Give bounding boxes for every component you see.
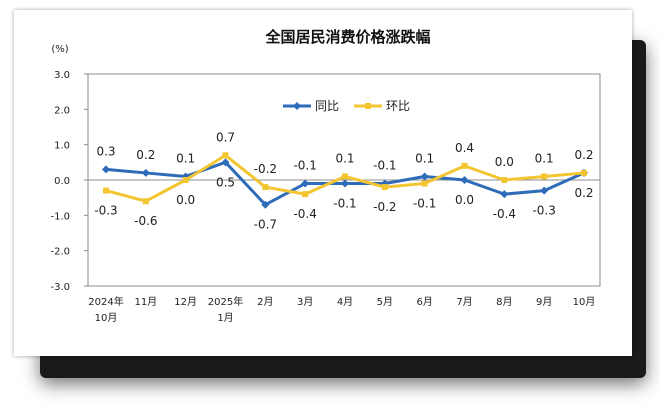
x-tick-label: 11月 [134,296,157,308]
data-point-tongbi [341,179,349,188]
data-label: 0.2 [574,186,593,200]
data-label: -0.2 [373,200,396,214]
data-point-huanbi [421,180,428,187]
data-point-huanbi [302,191,309,198]
data-label: 0.2 [136,148,155,162]
x-tick-label: 8月 [496,296,512,308]
data-label: -0.7 [254,218,277,232]
data-label: -0.4 [293,207,316,221]
data-label: -0.2 [254,162,277,176]
data-label: 0.2 [574,148,593,162]
data-point-tongbi [420,172,429,181]
y-tick-label: 1.0 [54,141,70,152]
data-point-huanbi [222,152,229,159]
x-tick-label: 2月 [257,296,273,308]
data-label: -0.1 [293,159,316,173]
x-tick-label: 2025年 [208,295,243,308]
data-label: -0.3 [94,204,117,218]
legend: 同比 环比 [283,99,410,113]
legend-label: 同比 [315,99,339,113]
data-label: 0.1 [176,151,195,165]
legend-label: 环比 [386,99,410,113]
data-point-huanbi [581,169,587,176]
y-tick-label: 0.0 [54,176,70,187]
x-tick-label: 5月 [377,296,393,308]
legend-marker-tongbi [293,102,301,110]
y-tick-label: -1.0 [50,211,70,222]
x-tick-label: 3月 [297,296,313,308]
data-label: -0.1 [333,197,356,211]
data-label: 0.7 [216,130,235,144]
data-label: 0.1 [535,151,554,165]
series-layer [102,152,588,209]
y-tick-label: -3.0 [50,282,70,293]
data-point-huanbi [103,187,109,194]
data-point-huanbi [182,177,189,183]
data-label: -0.4 [493,207,516,221]
data-label: 0.1 [415,151,434,165]
data-label: -0.6 [134,214,157,228]
data-label: 0.0 [176,193,195,207]
y-tick-label: 3.0 [54,70,70,81]
data-point-huanbi [461,162,468,169]
data-point-huanbi [501,177,508,183]
x-tick-label: 12月 [174,296,197,308]
data-point-huanbi [381,184,388,191]
data-point-tongbi [102,165,110,174]
data-point-huanbi [142,198,149,205]
y-tick-label: -2.0 [50,247,70,258]
data-point-huanbi [342,173,348,180]
data-point-tongbi [460,176,469,184]
y-axis-unit: (%) [51,44,68,55]
data-label: 0.0 [455,193,474,207]
x-tick-label: 1月 [217,312,233,324]
data-point-tongbi [500,190,509,199]
data-label: 0.5 [216,175,235,189]
x-axis: 2024年 10月 11月 12月 2025年 1月 2月 3月 4月 5月 6月 7月 8月 9月 10月 [88,295,595,324]
data-point-huanbi [541,173,548,180]
x-tick-label: 10月 [573,296,596,308]
chart-card: 全国居民消费价格涨跌幅 (%) 3.0 2.0 1.0 0.0 -1.0 -2.0 -3.0… [14,10,632,356]
data-labels: 0.3 -0.3 0.2 -0.6 0.1 0.0 0.5 0.7 -0.7 -0.2 -0.1 -0… [94,130,593,231]
legend-marker-huanbi [365,103,371,109]
chart-title: 全国居民消费价格涨跌幅 [264,28,430,46]
data-label: -0.1 [373,159,396,173]
data-label: -0.3 [532,204,555,218]
x-tick-label: 6月 [416,296,432,308]
data-point-tongbi [261,200,270,209]
data-point-tongbi [141,168,150,177]
data-label: 0.0 [495,155,514,169]
data-point-huanbi [262,184,269,191]
y-tick-label: 2.0 [54,105,70,116]
x-tick-label: 7月 [456,296,472,308]
data-point-tongbi [301,179,310,188]
x-tick-label: 9月 [536,296,552,308]
data-point-tongbi [221,158,230,167]
data-label: 0.3 [96,144,115,158]
x-tick-label: 2024年 [88,295,123,308]
y-axis: 3.0 2.0 1.0 0.0 -1.0 -2.0 -3.0 [50,70,88,293]
chart-canvas: 全国居民消费价格涨跌幅 (%) 3.0 2.0 1.0 0.0 -1.0 -2.0 -3.0… [50,28,601,324]
data-label: 0.1 [335,151,354,165]
data-label: -0.1 [413,197,436,211]
data-point-tongbi [540,186,549,195]
x-tick-label: 4月 [337,296,353,308]
x-tick-label: 10月 [95,312,118,324]
data-label: 0.4 [455,141,474,155]
